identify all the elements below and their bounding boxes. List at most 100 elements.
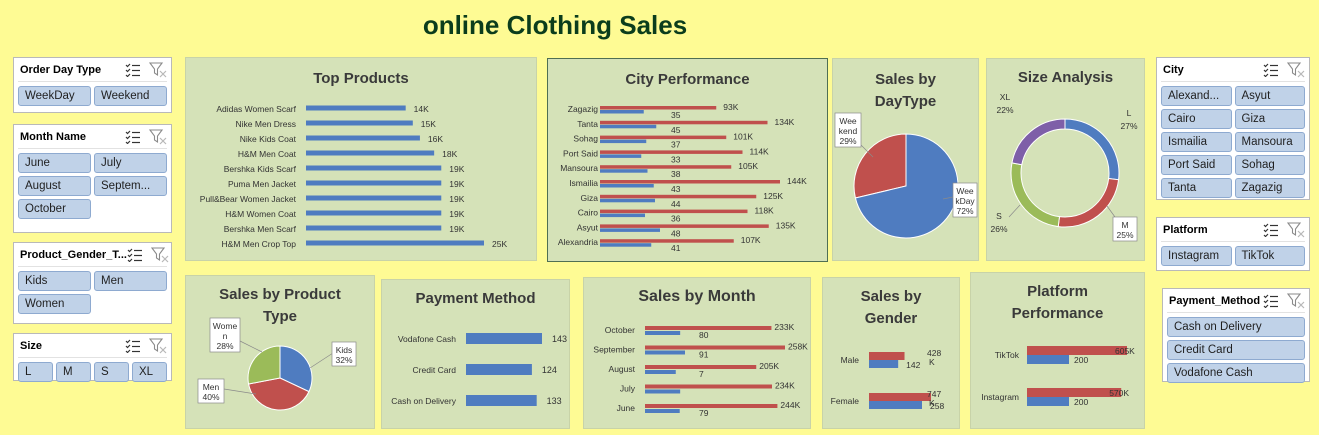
data-label: 428 (927, 348, 941, 358)
slicer-item-giza[interactable]: Giza (1234, 109, 1305, 129)
data-label: 118K (755, 206, 775, 216)
clear-filter-icon[interactable] (1287, 221, 1305, 238)
data-label: Wee (839, 116, 857, 126)
axis-label: H&M Men Crop Top (222, 239, 297, 249)
data-label: kDay (955, 196, 975, 206)
slicer-item-august[interactable]: August (18, 176, 91, 196)
slicer-item-port-said[interactable]: Port Said (1161, 155, 1232, 175)
data-label: 18K (442, 149, 457, 159)
callout-box (834, 112, 862, 148)
multi-select-icon[interactable] (127, 248, 143, 262)
slicer-item-tiktok[interactable]: TikTok (1234, 246, 1305, 266)
slicer-size: Size L M S XL (13, 333, 172, 382)
clear-filter-icon[interactable] (149, 337, 167, 354)
slicer-title-row: Product_Gender_T... (18, 243, 169, 267)
axis-label: Nike Men Dress (236, 119, 296, 129)
slicer-item-women[interactable]: Women (18, 294, 91, 314)
slicer-item-l[interactable]: L (18, 362, 53, 382)
bar-orders (600, 154, 642, 158)
slicer-item-sohag[interactable]: Sohag (1234, 155, 1305, 175)
panel-sales-by-product-type: Sales by Product Type Kids 32% Men 40% Wome n… (185, 275, 375, 429)
pie-slice (854, 133, 959, 239)
slicer-title-row: City (1161, 58, 1305, 82)
data-label: 40% (202, 392, 219, 402)
data-label: 19K (449, 209, 464, 219)
slicer-item-mansoura[interactable]: Mansoura (1234, 132, 1305, 152)
slicer-item-men[interactable]: Men (94, 271, 167, 291)
axis-label: Credit Card (413, 365, 457, 375)
multi-select-icon[interactable] (125, 339, 141, 353)
slicer-item-ismailia[interactable]: Ismailia (1161, 132, 1232, 152)
slicer-item-xl[interactable]: XL (132, 362, 167, 382)
multi-select-icon[interactable] (125, 130, 141, 144)
slicer-title-row: Platform (1161, 218, 1305, 242)
slicer-item-s[interactable]: S (94, 362, 129, 382)
chart-title: Sales by Product Type (219, 286, 341, 325)
axis-label: Cash on Delivery (391, 396, 456, 406)
data-label: 19K (449, 224, 464, 234)
axis-label: Instagram (981, 392, 1019, 402)
panel-city-performance: City Performance Zagazig 93K 35 Tanta 134K 45… (547, 58, 828, 262)
pie-slice (1011, 118, 1066, 166)
slicer-item-credit-card[interactable]: Credit Card (1167, 340, 1305, 360)
chart-title: Sales by Month (638, 288, 756, 305)
slicer-item-cash-on-delivery[interactable]: Cash on Delivery (1167, 317, 1305, 337)
multi-select-icon[interactable] (125, 63, 141, 77)
callout-box (209, 317, 241, 353)
slicer-items: WeekDay Weekend (18, 86, 167, 106)
leader-line (223, 388, 257, 395)
slicer-item-cairo[interactable]: Cairo (1161, 109, 1232, 129)
slicer-item-instagram[interactable]: Instagram (1161, 246, 1232, 266)
bar-orders (600, 169, 648, 173)
multi-select-icon[interactable] (1263, 294, 1279, 308)
slicer-item-tanta[interactable]: Tanta (1161, 178, 1232, 198)
data-label: 80 (699, 330, 709, 340)
leader-line (1008, 204, 1021, 218)
slicer-item-asyut[interactable]: Asyut (1234, 86, 1305, 106)
pie-slice (247, 345, 281, 385)
clear-filter-icon[interactable] (150, 246, 169, 263)
axis-label: H&M Men Coat (238, 149, 297, 159)
panel-sales-by-gender: Sales by Gender Male 428 K 142 Female 747 K 258 (822, 277, 960, 429)
slicer-item-weekend[interactable]: Weekend (94, 86, 167, 106)
payment-method-chart: Vodafone Cash 143 Credit Card 124 Cash on De… (391, 333, 567, 406)
axis-label: Asyut (577, 222, 599, 232)
slicer-item-m[interactable]: M (56, 362, 91, 382)
data-label: 258K (788, 342, 808, 352)
slicer-item-zagazig[interactable]: Zagazig (1234, 178, 1305, 198)
data-label: 134K (775, 117, 795, 127)
data-label: 72% (956, 206, 973, 216)
bar-sales (600, 135, 727, 140)
slicer-items: Alexand... Asyut Cairo Giza Ismailia Mansoura… (1161, 86, 1305, 198)
slicer-item-weekday[interactable]: WeekDay (18, 86, 91, 106)
slicer-item-alexand[interactable]: Alexand... (1161, 86, 1232, 106)
axis-label: H&M Women Coat (225, 209, 296, 219)
slicer-item-october[interactable]: October (18, 199, 91, 219)
bar-sales (600, 165, 732, 169)
slicer-item-vodafone-cash[interactable]: Vodafone Cash (1167, 363, 1305, 383)
slicer-product-gender: Product_Gender_T... Kids Men Women (13, 242, 172, 324)
data-label: Kids (336, 345, 353, 355)
data-label: 570K (1109, 388, 1129, 398)
data-label: 29% (839, 136, 856, 146)
multi-select-icon[interactable] (1263, 63, 1279, 77)
clear-filter-icon[interactable] (149, 61, 167, 78)
slicer-item-kids[interactable]: Kids (18, 271, 91, 291)
axis-label: TikTok (995, 350, 1020, 360)
data-label: 107K (741, 235, 761, 245)
multi-select-icon[interactable] (1263, 223, 1279, 237)
clear-filter-icon[interactable] (149, 128, 167, 145)
size-analysis-chart: L 27% M25% S 26% XL 22% (990, 92, 1138, 242)
callout-box (331, 341, 357, 367)
leader-line (239, 340, 263, 353)
clear-filter-icon[interactable] (1287, 61, 1305, 78)
data-label: Men (203, 382, 220, 392)
slicer-item-july[interactable]: July (94, 153, 167, 173)
callout-box (952, 182, 978, 218)
slicer-item-septem[interactable]: Septem... (94, 176, 167, 196)
bar-orders (600, 110, 644, 114)
data-label: 233K (774, 322, 794, 332)
slicer-item-june[interactable]: June (18, 153, 91, 173)
clear-filter-icon[interactable] (1287, 292, 1305, 309)
data-label: 19K (449, 164, 464, 174)
